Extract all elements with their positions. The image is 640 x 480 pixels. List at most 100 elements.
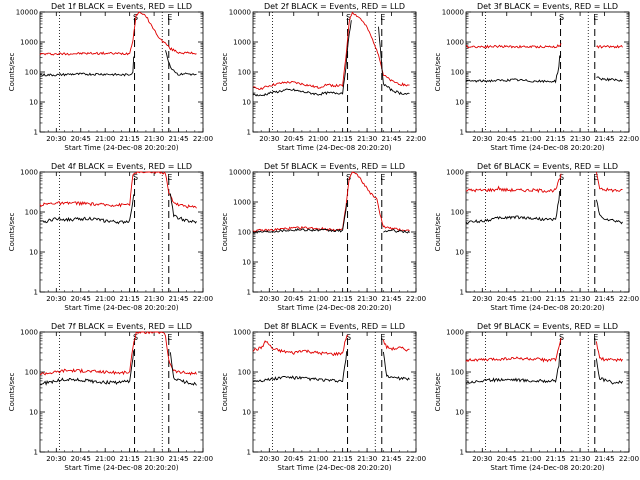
x-tick-label: 21:00 xyxy=(521,455,541,463)
x-tick-label: 21:45 xyxy=(168,295,188,303)
x-tick-label: 21:15 xyxy=(120,455,140,463)
x-tick-label: 22:00 xyxy=(406,455,426,463)
chart-title: Det 2f BLACK = Events, RED = LLD xyxy=(264,2,405,11)
x-tick-label: 20:30 xyxy=(46,135,66,143)
x-tick-label: 21:45 xyxy=(381,295,401,303)
y-tick-label: 1000 xyxy=(20,39,38,47)
x-axis-label: Start Time (24-Dec-08 20:20:20) xyxy=(64,304,178,312)
y-tick-label: 1000 xyxy=(446,329,464,337)
x-tick-label: 21:45 xyxy=(594,295,614,303)
y-tick-label: 1000 xyxy=(446,169,464,177)
series-line-events xyxy=(465,55,623,84)
x-tick-label: 21:30 xyxy=(144,135,164,143)
chart-title: Det 7f BLACK = Events, RED = LLD xyxy=(51,322,192,331)
series-line-events xyxy=(465,352,623,385)
marker-label-e: E xyxy=(167,173,172,182)
y-tick-label: 100 xyxy=(451,369,464,377)
x-tick-label: 20:45 xyxy=(497,135,517,143)
x-tick-label: 21:15 xyxy=(546,135,566,143)
y-tick-label: 100 xyxy=(238,69,251,77)
y-axis-label: Counts/sec xyxy=(221,213,229,252)
y-tick-label: 100 xyxy=(25,369,38,377)
x-tick-label: 21:30 xyxy=(144,295,164,303)
y-tick-label: 10 xyxy=(29,99,38,107)
x-tick-label: 20:45 xyxy=(284,295,304,303)
marker-label-e: E xyxy=(380,13,385,22)
chart-panel-4: Det 4f BLACK = Events, RED = LLD 1 10 100 10… xyxy=(8,162,213,312)
y-tick-label: 1 xyxy=(34,289,38,297)
x-tick-label: 20:45 xyxy=(71,295,91,303)
x-tick-label: 21:00 xyxy=(95,455,115,463)
x-tick-label: 20:45 xyxy=(284,135,304,143)
x-tick-label: 21:00 xyxy=(95,135,115,143)
y-tick-label: 10 xyxy=(29,409,38,417)
x-tick-label: 21:45 xyxy=(168,135,188,143)
x-tick-label: 22:00 xyxy=(406,295,426,303)
x-tick-label: 21:15 xyxy=(120,135,140,143)
marker-label-s: S xyxy=(346,173,351,182)
y-tick-label: 1000 xyxy=(20,169,38,177)
x-tick-label: 20:30 xyxy=(472,295,492,303)
y-axis-label: Counts/sec xyxy=(434,373,442,412)
x-tick-label: 21:30 xyxy=(570,295,590,303)
x-tick-label: 20:30 xyxy=(259,295,279,303)
x-tick-label: 21:30 xyxy=(570,135,590,143)
x-tick-label: 21:45 xyxy=(381,135,401,143)
x-tick-label: 21:15 xyxy=(120,295,140,303)
y-tick-label: 10 xyxy=(242,259,251,267)
chart-title: Det 4f BLACK = Events, RED = LLD xyxy=(51,162,192,171)
x-tick-label: 22:00 xyxy=(193,455,213,463)
y-axis-label: Counts/sec xyxy=(8,373,16,412)
chart-title: Det 5f BLACK = Events, RED = LLD xyxy=(264,162,405,171)
y-axis-label: Counts/sec xyxy=(8,53,16,92)
x-tick-label: 21:15 xyxy=(333,135,353,143)
x-tick-label: 22:00 xyxy=(193,295,213,303)
x-tick-label: 21:15 xyxy=(546,455,566,463)
series-line-events xyxy=(465,190,623,225)
marker-label-e: E xyxy=(593,13,598,22)
y-tick-label: 10 xyxy=(455,409,464,417)
x-tick-label: 20:45 xyxy=(497,455,517,463)
x-axis-label: Start Time (24-Dec-08 20:20:20) xyxy=(64,144,178,152)
x-tick-label: 21:00 xyxy=(521,295,541,303)
x-tick-label: 21:30 xyxy=(357,295,377,303)
y-tick-label: 1000 xyxy=(446,39,464,47)
marker-label-s: S xyxy=(559,173,564,182)
series-line-lld xyxy=(252,334,410,357)
x-axis-label: Start Time (24-Dec-08 20:20:20) xyxy=(490,144,604,152)
series-line-events xyxy=(252,20,410,97)
series-line-lld xyxy=(39,331,197,376)
chart-panel-2: Det 2f BLACK = Events, RED = LLD 1 10 100 10… xyxy=(221,2,426,152)
y-tick-label: 1 xyxy=(247,289,251,297)
y-tick-label: 1 xyxy=(460,449,464,457)
y-tick-label: 100 xyxy=(451,209,464,217)
marker-label-e: E xyxy=(593,173,598,182)
series-line-lld xyxy=(252,171,410,233)
marker-label-e: E xyxy=(380,333,385,342)
x-axis-label: Start Time (24-Dec-08 20:20:20) xyxy=(64,464,178,472)
x-tick-label: 21:00 xyxy=(521,135,541,143)
x-tick-label: 21:45 xyxy=(594,135,614,143)
y-tick-label: 100 xyxy=(238,369,251,377)
x-tick-label: 20:30 xyxy=(46,295,66,303)
y-tick-label: 10000 xyxy=(229,169,251,177)
x-tick-label: 20:30 xyxy=(472,455,492,463)
y-axis-label: Counts/sec xyxy=(8,213,16,252)
y-tick-label: 1000 xyxy=(233,39,251,47)
x-tick-label: 21:00 xyxy=(308,295,328,303)
x-tick-label: 20:45 xyxy=(284,455,304,463)
chart-panel-7: Det 7f BLACK = Events, RED = LLD 1 10 100 10… xyxy=(8,322,213,472)
x-axis-label: Start Time (24-Dec-08 20:20:20) xyxy=(490,464,604,472)
x-axis-label: Start Time (24-Dec-08 20:20:20) xyxy=(277,144,391,152)
y-tick-label: 1 xyxy=(247,129,251,137)
series-line-events xyxy=(252,351,410,383)
y-tick-label: 100 xyxy=(451,69,464,77)
y-axis-label: Counts/sec xyxy=(221,53,229,92)
series-line-events xyxy=(39,350,197,386)
marker-label-e: E xyxy=(380,173,385,182)
chart-title: Det 1f BLACK = Events, RED = LLD xyxy=(51,2,192,11)
chart-panel-9: Det 9f BLACK = Events, RED = LLD 1 10 100 10… xyxy=(434,322,639,472)
chart-panel-6: Det 6f BLACK = Events, RED = LLD 1 10 100 10… xyxy=(434,162,639,312)
x-tick-label: 21:30 xyxy=(357,135,377,143)
